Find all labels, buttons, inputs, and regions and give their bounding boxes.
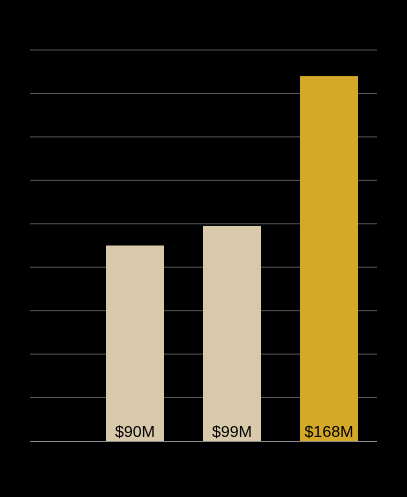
bar-value-label: $90M: [115, 424, 155, 441]
bar-3: [300, 76, 358, 442]
bar-1: [106, 245, 164, 441]
data-labels: $90M $99M $168M: [115, 424, 353, 441]
bar-value-label: $168M: [305, 424, 354, 441]
bar-2: [203, 225, 261, 441]
bar-value-label: $99M: [212, 424, 252, 441]
bars: [106, 76, 358, 442]
